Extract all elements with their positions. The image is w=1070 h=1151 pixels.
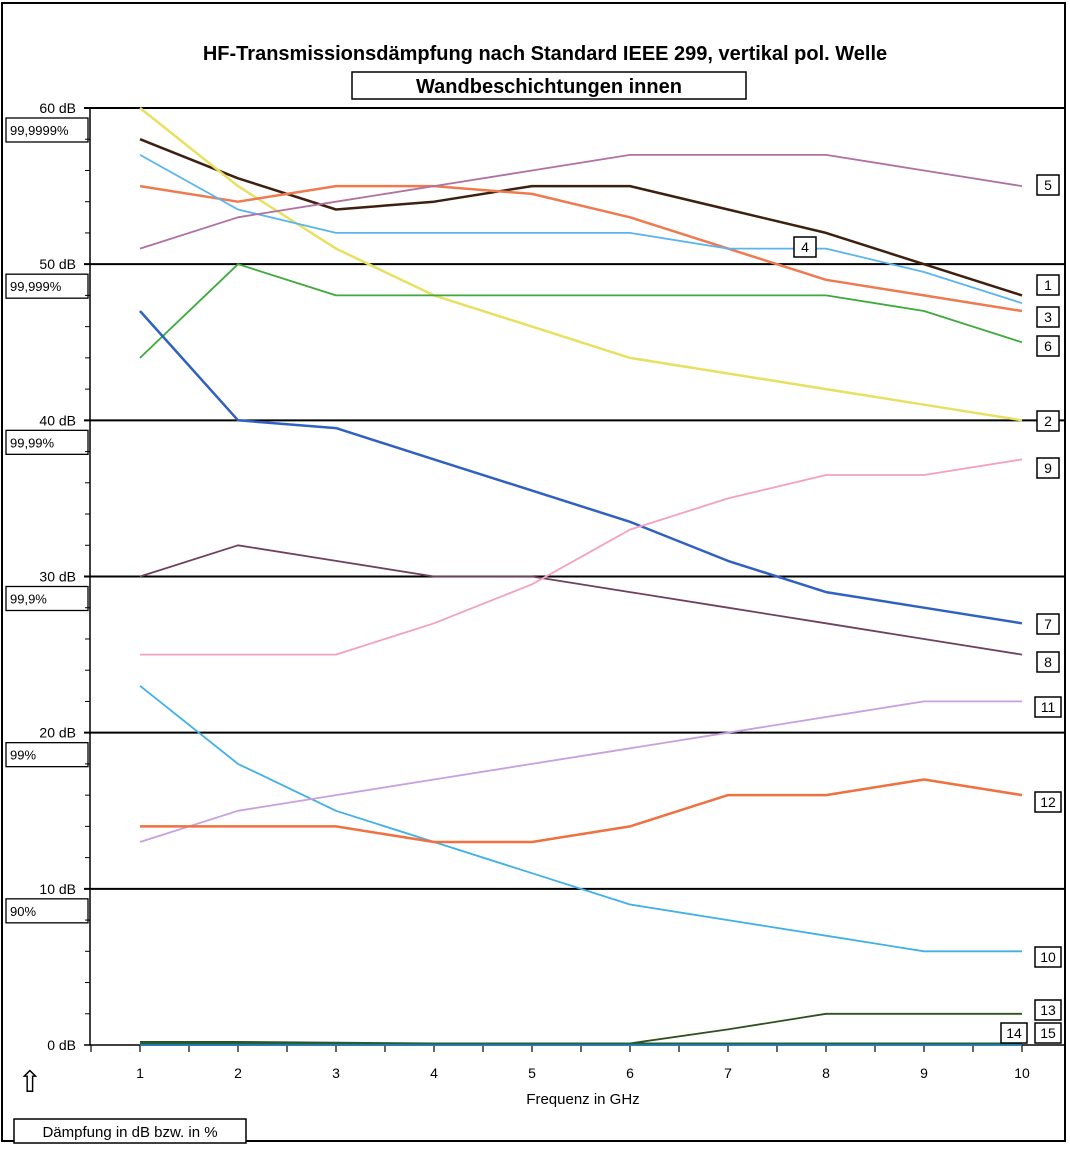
x-tick-label: 1 (136, 1065, 144, 1081)
series-label-9: 9 (1044, 460, 1052, 476)
x-tick-label: 2 (234, 1065, 242, 1081)
series-label-box (1036, 335, 1060, 357)
series-label-14: 14 (1006, 1025, 1022, 1041)
series-line-3 (139, 184, 1023, 313)
series-line-6 (139, 263, 1023, 359)
x-tick-label: 7 (724, 1065, 732, 1081)
series-label-8: 8 (1044, 654, 1052, 670)
series-line-8 (139, 544, 1023, 656)
series-label-11: 11 (1041, 699, 1056, 715)
percent-label: 99% (10, 748, 36, 763)
x-tick-label: 8 (822, 1065, 830, 1081)
y-tick-label: 60 dB (39, 100, 76, 116)
y-tick-label: 40 dB (39, 412, 76, 428)
y-tick-label: 20 dB (39, 725, 76, 741)
series-group (139, 107, 1023, 1046)
percent-label-box (5, 585, 89, 612)
up-arrow-icon: ⇧ (17, 1066, 42, 1099)
series-label-box (1000, 1022, 1028, 1044)
series-label-10: 10 (1040, 949, 1056, 965)
series-line-12 (140, 778, 1023, 844)
chart-title: HF-Transmissionsdämpfung nach Standard I… (203, 43, 887, 65)
series-label-box (1034, 946, 1062, 968)
series-line-9 (140, 458, 1023, 656)
series-line-7 (139, 310, 1023, 625)
series-label-box (1034, 1022, 1062, 1044)
series-label-box (1034, 696, 1062, 718)
x-tick-label: 9 (920, 1065, 928, 1081)
series-label-2: 2 (1044, 413, 1052, 429)
percent-label-box (5, 429, 89, 455)
series-label-13: 13 (1040, 1002, 1056, 1018)
series-label-box (1036, 651, 1060, 673)
x-tick-label: 3 (332, 1065, 340, 1081)
series-label-12: 12 (1040, 794, 1056, 810)
series-label-1: 1 (1044, 277, 1052, 293)
y-tick-label: 30 dB (39, 569, 76, 585)
x-tick-label: 10 (1014, 1065, 1030, 1081)
series-label-5: 5 (1044, 177, 1052, 193)
series-label-4: 4 (801, 239, 809, 255)
y-tick-label: 0 dB (47, 1037, 76, 1053)
series-label-6: 6 (1044, 338, 1052, 354)
percent-label: 99,999% (10, 279, 62, 294)
percent-label-box (5, 898, 89, 924)
series-label-3: 3 (1044, 309, 1052, 325)
percent-label-box (5, 273, 89, 299)
y-tick-label: 50 dB (39, 256, 76, 272)
series-label-box (1034, 999, 1062, 1021)
y-axis-title-box (13, 1118, 247, 1144)
series-label-15: 15 (1040, 1025, 1056, 1041)
series-label-box (1036, 410, 1060, 432)
x-axis: 1 2 3 4 5 6 7 8 9 10 (90, 1045, 1030, 1081)
percent-label-box (5, 742, 89, 768)
series-label-box (1036, 613, 1060, 635)
series-label-box (1036, 174, 1060, 196)
percent-label: 99,9999% (10, 123, 69, 138)
series-line-10 (139, 685, 1022, 953)
percent-label: 99,9% (10, 592, 47, 607)
percent-label-box (5, 117, 89, 143)
x-axis-title: Frequenz in GHz (526, 1091, 639, 1108)
series-label-box (1036, 274, 1060, 296)
series-label-box (793, 236, 817, 258)
x-tick-label: 5 (528, 1065, 536, 1081)
percent-label: 90% (10, 904, 36, 919)
chart-subtitle: Wandbeschichtungen innen (416, 76, 682, 98)
series-line-5 (139, 153, 1023, 250)
series-label-box (1034, 791, 1062, 813)
y-axis-title: Dämpfung in dB bzw. in % (42, 1124, 217, 1141)
x-tick-label: 4 (430, 1065, 438, 1081)
x-tick-label: 6 (626, 1065, 634, 1081)
percent-label: 99,99% (10, 435, 55, 450)
series-line-4 (139, 154, 1023, 305)
series-label-7: 7 (1044, 616, 1052, 632)
chart-subtitle-box (351, 71, 747, 100)
series-line-2 (139, 107, 1023, 422)
series-label-box (1036, 457, 1060, 479)
series-label-box (1036, 306, 1060, 328)
y-tick-label: 10 dB (39, 881, 76, 897)
series-line-11 (139, 700, 1022, 843)
